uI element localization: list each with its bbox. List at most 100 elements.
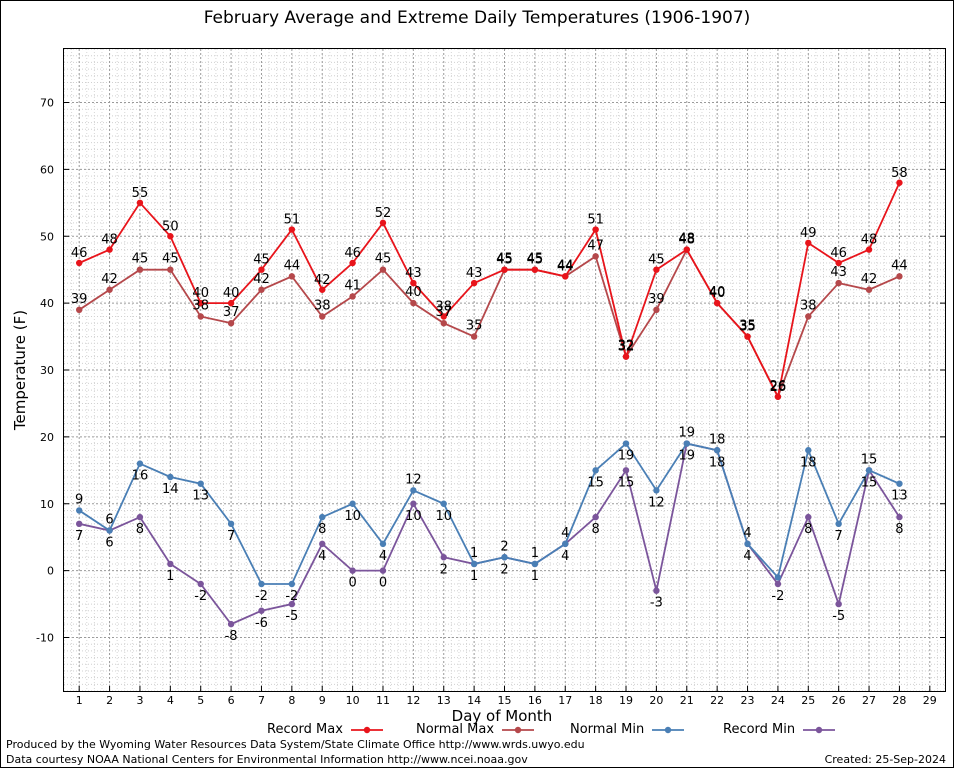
data-label-normal-max: 45: [132, 252, 149, 267]
x-tick-label: 11: [376, 694, 390, 707]
data-label-normal-max: 44: [557, 258, 574, 273]
x-tick-label: 19: [619, 694, 633, 707]
point-normal-min: [896, 480, 903, 487]
data-label-record-max: 55: [132, 186, 149, 201]
data-label-record-max: 44: [557, 259, 574, 274]
point-record-max: [896, 179, 903, 186]
data-label-normal-min: -2: [255, 589, 268, 604]
data-label-record-max: 48: [861, 233, 878, 248]
data-label-record-max: 58: [891, 166, 908, 181]
legend-swatch: [502, 726, 535, 733]
data-label-record-min: 15: [861, 475, 878, 490]
point-record-max: [410, 279, 417, 287]
point-normal-min: [319, 513, 326, 521]
point-normal-min: [258, 580, 265, 588]
footer-created: Created: 25-Sep-2024: [824, 753, 946, 766]
data-label-normal-max: 37: [435, 305, 452, 320]
point-normal-max: [470, 333, 478, 340]
legend-item-record-max: Record Max: [267, 722, 385, 737]
data-label-record-min: 7: [75, 529, 83, 544]
data-label-normal-max: 45: [162, 252, 179, 267]
data-label-record-max: 40: [223, 286, 240, 301]
legend-label: Record Max: [267, 722, 343, 737]
data-label-normal-min: 7: [835, 529, 843, 544]
data-label-normal-min: 7: [227, 529, 235, 544]
x-tick-label: 12: [406, 694, 420, 707]
x-tick-label: 25: [801, 694, 815, 707]
legend-item-normal-max: Normal Max: [416, 722, 536, 737]
legend-swatch: [350, 726, 383, 733]
y-tick-label: 0: [47, 565, 54, 578]
point-normal-min: [805, 447, 812, 454]
x-tick-label: 1: [76, 694, 83, 707]
point-normal-max: [592, 253, 599, 260]
point-record-max: [592, 226, 599, 233]
data-label-record-max: 35: [739, 320, 756, 335]
data-label-record-min: -5: [285, 609, 298, 624]
data-label-record-min: 15: [618, 475, 635, 490]
point-record-min: [774, 580, 782, 588]
x-tick-label: 21: [680, 694, 694, 707]
point-record-min: [319, 540, 326, 548]
point-normal-min: [136, 460, 144, 467]
y-tick-label: 10: [40, 498, 54, 511]
x-tick-label: 16: [528, 694, 542, 707]
data-label-record-max: 43: [405, 266, 422, 281]
data-label-normal-min: 1: [470, 546, 478, 561]
data-label-normal-max: 39: [71, 292, 88, 307]
legend-item-normal-min: Normal Min: [570, 722, 686, 737]
point-record-max: [349, 259, 356, 267]
point-normal-max: [440, 319, 447, 327]
y-tick-label: 70: [40, 97, 54, 110]
point-normal-max: [805, 313, 812, 320]
point-record-max: [75, 259, 83, 267]
point-record-max: [258, 266, 265, 273]
legend-label: Record Min: [723, 722, 796, 737]
x-tick-label: 9: [319, 694, 326, 707]
data-label-normal-max: 42: [101, 272, 118, 287]
y-tick-label: 60: [40, 163, 54, 176]
data-label-normal-min: 15: [861, 452, 878, 467]
data-label-normal-min: 18: [709, 432, 726, 447]
point-normal-max: [379, 266, 387, 273]
x-tick-label: 13: [437, 694, 451, 707]
point-normal-min: [653, 487, 660, 494]
data-label-record-min: -2: [771, 589, 784, 604]
point-record-min: [896, 513, 903, 521]
data-label-normal-max: 39: [648, 292, 665, 307]
data-label-normal-min: 15: [587, 475, 604, 490]
point-record-max: [379, 219, 387, 227]
data-label-record-max: 45: [496, 253, 513, 268]
data-label-record-min: 2: [440, 562, 448, 577]
data-label-normal-max: 32: [618, 339, 635, 354]
point-record-max: [227, 299, 235, 307]
point-record-min: [197, 580, 204, 588]
data-label-normal-min: 12: [405, 472, 422, 487]
data-label-record-min: 8: [895, 522, 903, 537]
point-record-max: [470, 279, 478, 287]
footer-produced-by: Produced by the Wyoming Water Resources …: [6, 738, 585, 751]
data-label-normal-max: 38: [800, 299, 817, 314]
data-label-record-min: -3: [650, 596, 663, 611]
data-label-record-max: 49: [800, 226, 817, 241]
point-normal-min: [167, 473, 174, 481]
x-tick-label: 20: [649, 694, 663, 707]
data-label-normal-min: 16: [132, 469, 149, 484]
data-label-record-max: 52: [375, 206, 392, 221]
legend-swatch-marker: [815, 726, 823, 733]
point-record-min: [379, 567, 387, 574]
y-tick-label: 20: [40, 431, 54, 444]
grid: [63, 48, 946, 692]
x-tick-label: 22: [710, 694, 724, 707]
data-label-record-min: 1: [531, 569, 539, 584]
point-record-max: [167, 233, 174, 240]
x-tick-label: 7: [258, 694, 265, 707]
x-tick-label: 26: [832, 694, 846, 707]
legend-label: Normal Max: [416, 722, 495, 737]
point-normal-min: [197, 480, 204, 487]
data-label-normal-min: 6: [105, 513, 113, 528]
point-record-max: [562, 273, 569, 280]
